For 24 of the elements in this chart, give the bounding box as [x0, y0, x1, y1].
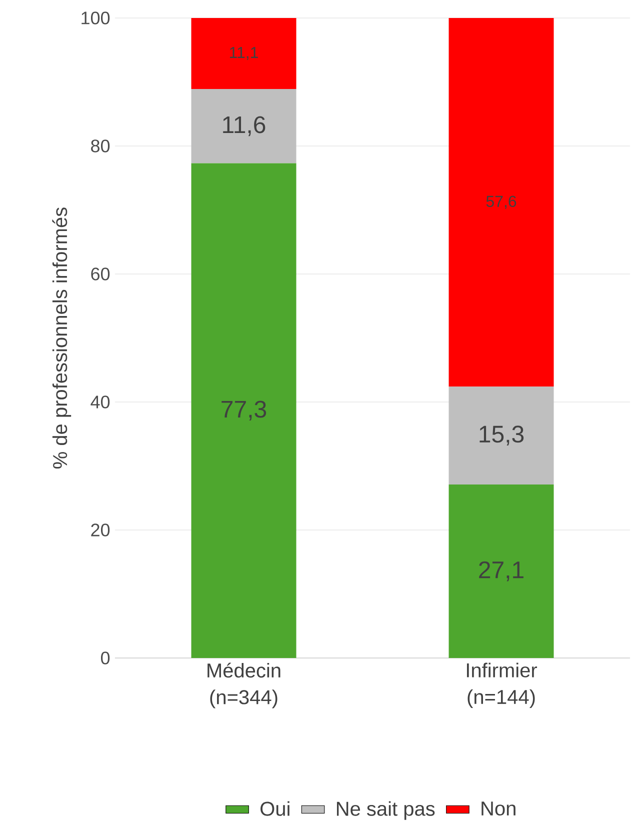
x-tick-label: Infirmier (n=144)	[466, 662, 538, 708]
bar	[191, 18, 296, 90]
y-tick-label: 100	[82, 12, 110, 24]
legend-label: Non	[482, 802, 516, 816]
data-label: 11,6	[223, 116, 266, 136]
legend-label: Ne sait pas	[336, 801, 435, 820]
data-label: 11,1	[230, 46, 258, 60]
bar	[448, 484, 554, 658]
y-tick-label: 20	[91, 524, 110, 536]
bar	[448, 18, 554, 387]
y-tick-label: 0	[100, 652, 110, 664]
legend-label: Oui	[260, 801, 290, 816]
data-label: 57,6	[486, 196, 516, 209]
y-tick-label: 40	[90, 396, 110, 408]
data-label: 27,1	[479, 561, 524, 582]
bar	[191, 163, 296, 658]
data-label: 15,3	[480, 426, 524, 446]
bar	[448, 386, 554, 485]
y-tick-label: 60	[91, 268, 110, 280]
data-label: 77,3	[222, 400, 266, 421]
y-tick-label: 80	[91, 140, 110, 152]
y-axis-title: % de professionnels informés	[52, 208, 72, 468]
x-tick-label: Médecin (n=344)	[208, 662, 280, 708]
bar	[191, 89, 296, 164]
